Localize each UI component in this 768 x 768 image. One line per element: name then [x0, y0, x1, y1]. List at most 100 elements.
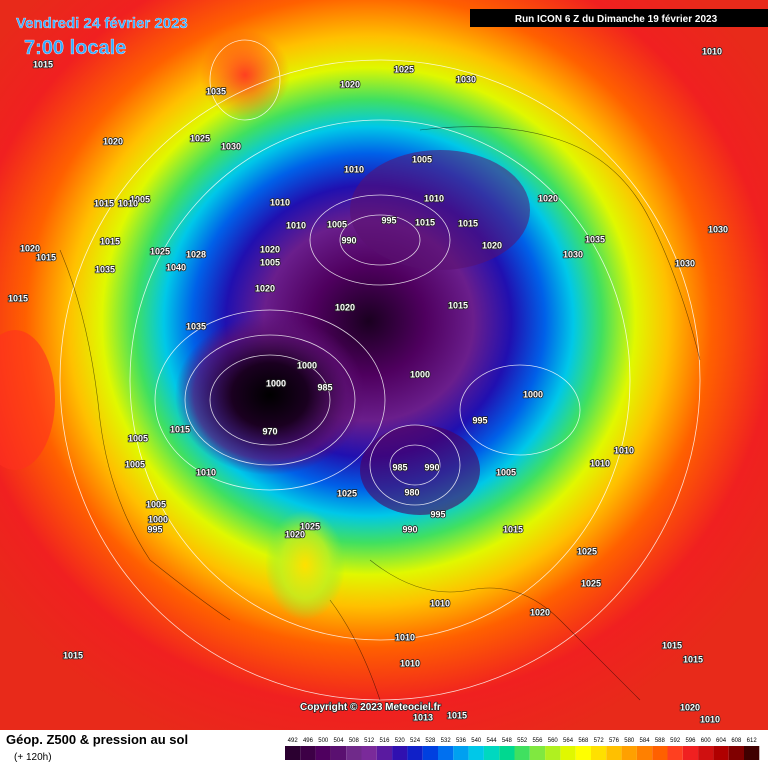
isobar-label: 1035: [186, 321, 206, 331]
isobar-label: 1020: [680, 702, 700, 712]
isobar-label: 990: [402, 524, 417, 534]
scale-swatch: [315, 746, 331, 760]
scale-swatch: [728, 746, 744, 760]
scale-swatch: [575, 746, 591, 760]
scale-label: 524: [410, 738, 421, 744]
scale-swatch: [652, 746, 668, 760]
isobar-label: 1005: [496, 467, 516, 477]
isobar-label: 1020: [538, 193, 558, 203]
isobar-label: 1000: [523, 389, 543, 399]
scale-swatch: [529, 746, 546, 760]
scale-swatch: [621, 746, 637, 760]
isobar-label: 1000: [266, 378, 286, 388]
scale-label: 604: [716, 738, 727, 744]
isobar-label: 1015: [503, 524, 523, 534]
scale-label: 544: [487, 738, 498, 744]
isobar-label: 1020: [482, 240, 502, 250]
isobar-label: 1015: [100, 236, 120, 246]
isobar-label: 1010: [270, 197, 290, 207]
scale-label: 540: [471, 738, 482, 744]
isobar-label: 1015: [8, 293, 28, 303]
scale-swatch: [560, 746, 576, 760]
scale-swatch: [392, 746, 408, 760]
scale-label: 516: [379, 738, 390, 744]
isobar-label: 1010: [286, 220, 306, 230]
isobar-label: 1000: [297, 360, 317, 370]
isobar-label: 1010: [424, 193, 444, 203]
isobar-label: 1015: [458, 218, 478, 228]
ridge-area: [265, 510, 345, 620]
scale-label: 600: [701, 738, 712, 744]
color-scale: 492 496 500 504 508 512 516 520 524 528 532 536 540 5…: [285, 738, 760, 760]
isobar-label: 1010: [118, 198, 138, 208]
isobar-label: 1015: [63, 650, 83, 660]
scale-swatch: [300, 746, 316, 760]
scale-label: 520: [395, 738, 406, 744]
isobar-label: 980: [404, 487, 419, 497]
scale-label: 504: [334, 738, 345, 744]
warm-area: [0, 330, 55, 470]
scale-label: 572: [594, 738, 605, 744]
low-area: [175, 315, 365, 475]
isobar-label: 985: [392, 462, 407, 472]
isobar-label: 1020: [335, 302, 355, 312]
isobar-label: 1010: [614, 445, 634, 455]
isobar-label: 1005: [412, 154, 432, 164]
isobar-label: 1030: [675, 258, 695, 268]
scale-label: 512: [364, 738, 375, 744]
footer-lead: (+ 120h): [14, 752, 52, 763]
isobar-label: 1020: [260, 244, 280, 254]
isobar-label: 995: [381, 215, 396, 225]
valid-date: Vendredi 24 février 2023: [16, 15, 188, 32]
isobar-label: 1015: [662, 640, 682, 650]
isobar-label: 1020: [255, 283, 275, 293]
isobar-label: 990: [341, 235, 356, 245]
scale-swatch: [438, 746, 454, 760]
isobar-label: 1015: [36, 252, 56, 262]
isobar-label: 1010: [700, 714, 720, 724]
isobar-label: 1030: [708, 224, 728, 234]
isobars: [59, 39, 701, 701]
isobar-label: 1030: [456, 74, 476, 84]
scale-swatch: [361, 746, 377, 760]
isobar-label: 1000: [148, 514, 168, 524]
scale-swatch: [744, 746, 760, 760]
scale-swatch: [682, 746, 699, 760]
isobar-label: 1028: [186, 249, 206, 259]
scale-swatch: [376, 746, 393, 760]
isobar-label: 1010: [196, 467, 216, 477]
scale-swatch: [407, 746, 423, 760]
scale-label: 552: [517, 738, 528, 744]
run-box: [470, 9, 768, 27]
scale-swatch: [698, 746, 714, 760]
scale-label: 560: [548, 738, 559, 744]
isobar-label: 1015: [170, 424, 190, 434]
warm-area: [200, 30, 290, 120]
isobar-label: 1010: [400, 658, 420, 668]
isobar-label: 1025: [337, 488, 357, 498]
scale-label: 568: [578, 738, 589, 744]
scale-swatch: [468, 746, 484, 760]
scale-label: 492: [288, 738, 299, 744]
isobar-label: 1005: [130, 194, 150, 204]
isobar-label: 985: [317, 382, 332, 392]
isobar-label: 1040: [166, 262, 186, 272]
scale-label: 532: [441, 738, 452, 744]
field: [0, 0, 768, 730]
scale-swatch: [453, 746, 469, 760]
isobar-label: 1000: [410, 369, 430, 379]
isobar-label: 1005: [146, 499, 166, 509]
isobar-label: 1025: [577, 546, 597, 556]
isobar-label: 1025: [190, 133, 210, 143]
isobar-label: 1025: [300, 521, 320, 531]
scale-swatch: [667, 746, 683, 760]
isobar-label: 1025: [581, 578, 601, 588]
scale-swatch: [330, 746, 347, 760]
scale-label: 580: [624, 738, 635, 744]
isobar-label: 1020: [103, 136, 123, 146]
scale-label: 588: [655, 738, 666, 744]
isobar-label: 1005: [327, 219, 347, 229]
isobar-label: 1013: [413, 712, 433, 722]
